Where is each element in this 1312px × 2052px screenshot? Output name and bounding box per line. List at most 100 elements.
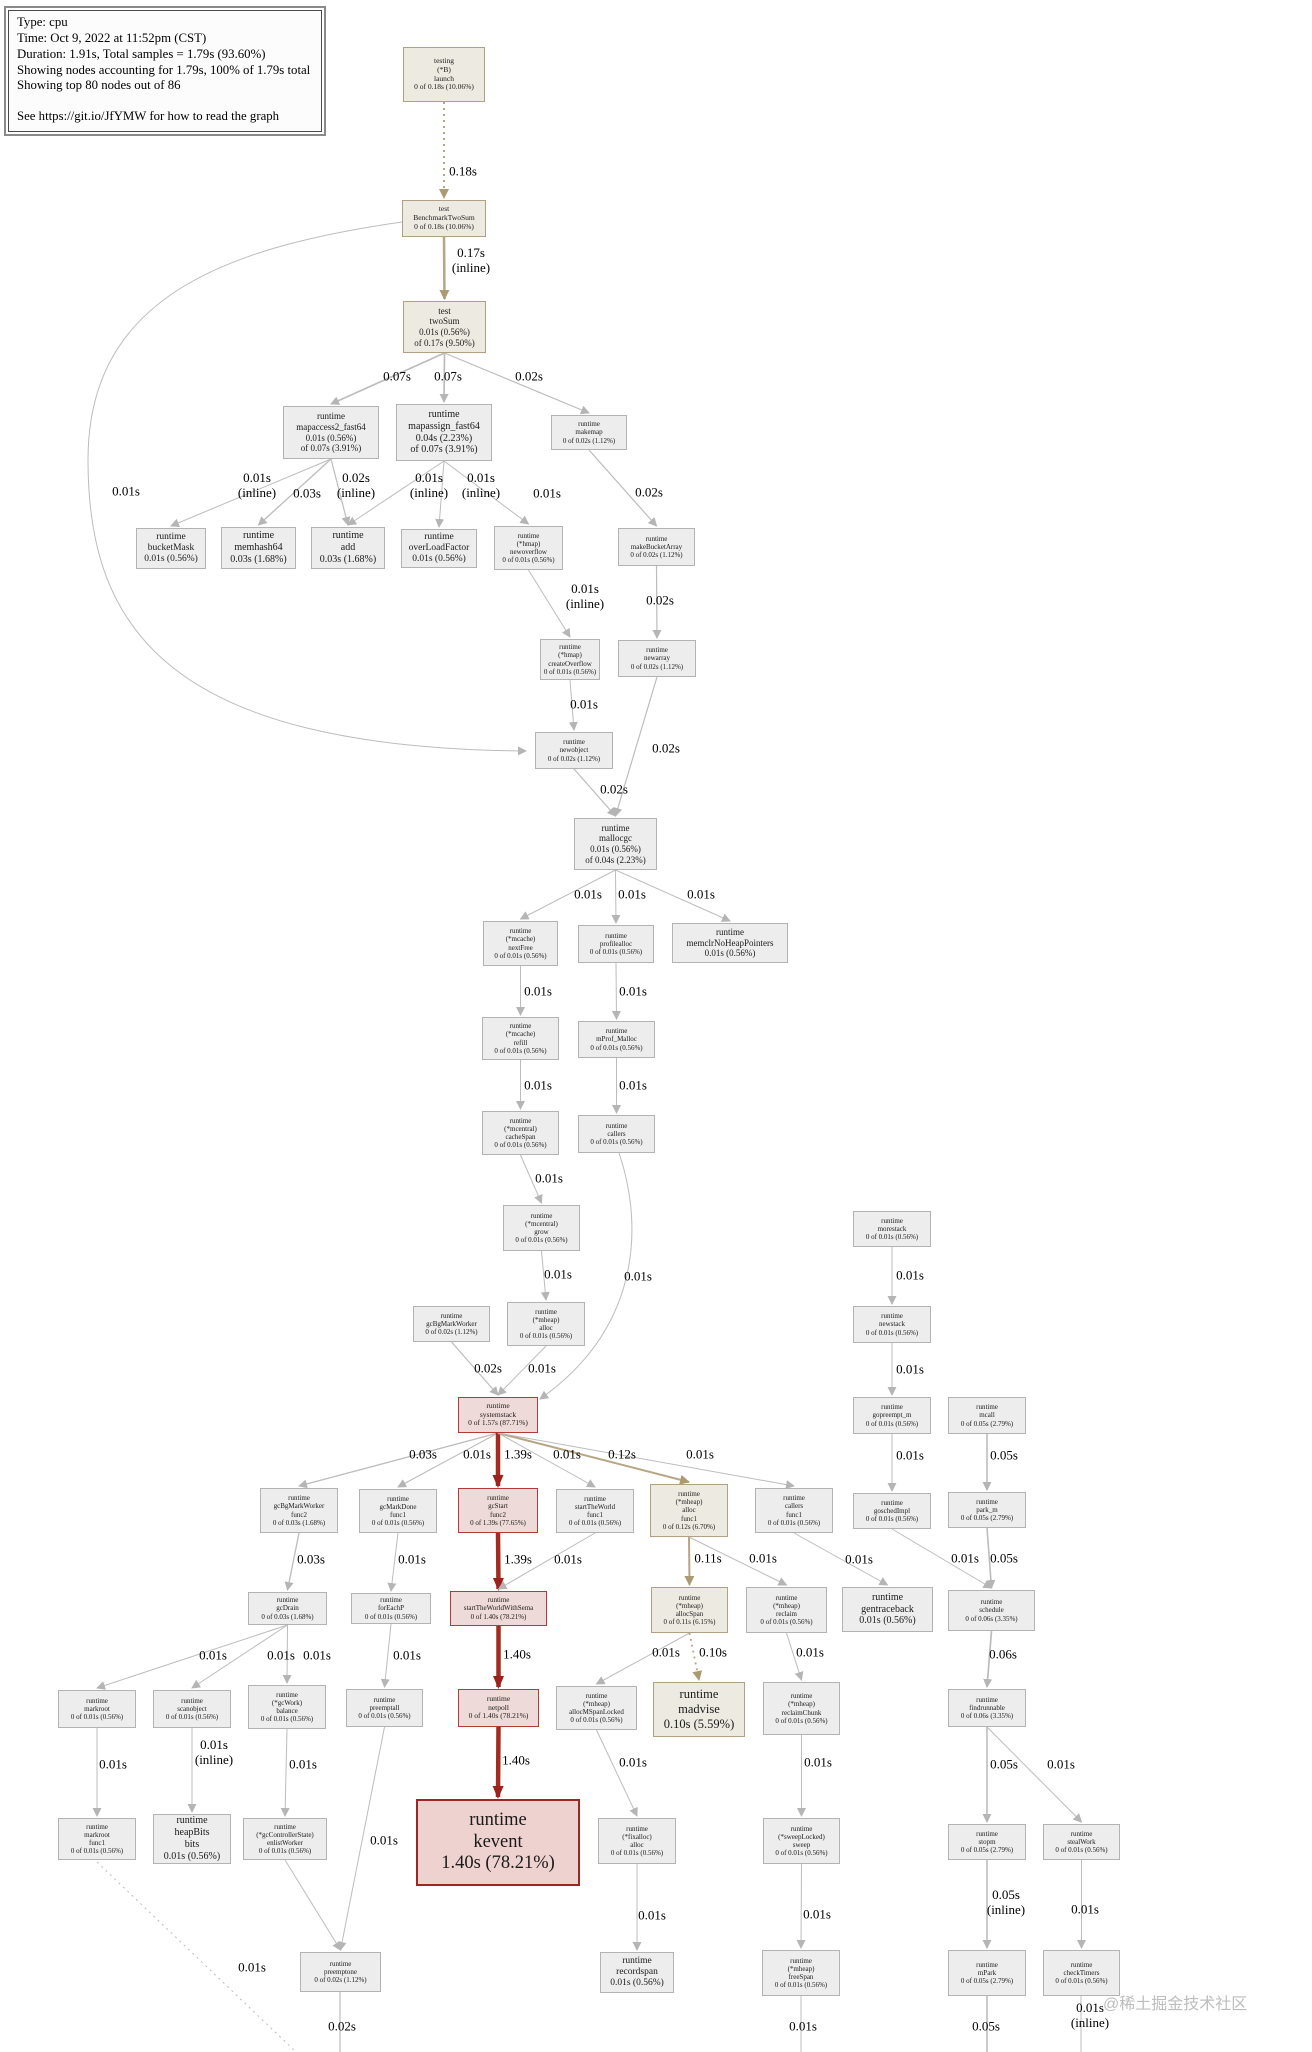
node-fixalloc[interactable]: runtime (*fixalloc) alloc 0 of 0.01s (0.56%…: [598, 1818, 676, 1864]
node-kevent[interactable]: runtime kevent 1.40s (78.21%): [416, 1799, 580, 1886]
node-label-line: runtime: [646, 646, 668, 655]
node-mprof[interactable]: runtime mProf_Malloc 0 of 0.01s (0.56%): [578, 1021, 655, 1058]
node-twosum[interactable]: test twoSum 0.01s (0.56%) of 0.17s (9.50%): [403, 301, 486, 353]
node-gentrace[interactable]: runtime gentraceback 0.01s (0.56%): [842, 1587, 933, 1632]
node-gcstart2[interactable]: runtime gcStart func2 0 of 1.39s (77.65%): [458, 1488, 538, 1533]
node-findrunnable[interactable]: runtime findrunnable 0 of 0.06s (3.35%): [948, 1689, 1026, 1727]
node-label-line: grow: [534, 1228, 549, 1236]
node-makemap[interactable]: runtime makemap 0 of 0.02s (1.12%): [551, 415, 627, 450]
node-label-line: (*hmap): [558, 651, 582, 660]
node-gcdrain[interactable]: runtime gcDrain 0 of 0.03s (1.68%): [248, 1592, 327, 1625]
node-label-line: callers: [607, 1129, 626, 1138]
node-heapbits[interactable]: runtime heapBits bits 0.01s (0.56%): [153, 1814, 231, 1864]
node-gcbgmw[interactable]: runtime gcBgMarkWorker 0 of 0.02s (1.12%): [413, 1306, 490, 1342]
node-gosched[interactable]: runtime goschedImpl 0 of 0.01s (0.56%): [853, 1493, 931, 1529]
node-mcall[interactable]: runtime mcall 0 of 0.05s (2.79%): [948, 1397, 1026, 1434]
node-grow[interactable]: runtime (*mcentral) grow 0 of 0.01s (0.56%): [503, 1205, 580, 1251]
node-balance[interactable]: runtime (*gcWork) balance 0 of 0.01s (0.56%…: [248, 1685, 326, 1729]
node-newobject[interactable]: runtime newobject 0 of 0.02s (1.12%): [535, 732, 613, 769]
edge-label: 0.01s: [303, 1648, 331, 1664]
node-preemptone[interactable]: runtime preemptone 0 of 0.02s (1.12%): [300, 1952, 381, 1992]
node-label-line: add: [340, 542, 356, 554]
node-label-line: 0.03s (1.68%): [230, 553, 287, 565]
node-markroot[interactable]: runtime markroot 0 of 0.01s (0.56%): [58, 1690, 136, 1728]
node-label-line: alloc: [630, 1841, 644, 1849]
node-memclr[interactable]: runtime memclrNoHeapPointers 0.01s (0.56%): [672, 923, 788, 963]
node-preemptall[interactable]: runtime preemptall 0 of 0.01s (0.56%): [346, 1689, 423, 1727]
edge-foreachp-to-preemptall: [380, 1623, 392, 1688]
node-mapaccess[interactable]: runtime mapaccess2_fast64 0.01s (0.56%) of …: [283, 406, 379, 459]
edge-label: 0.03s: [409, 1447, 437, 1463]
edge-label: 1.40s: [503, 1646, 531, 1663]
node-recordspan[interactable]: runtime recordspan 0.01s (0.56%): [600, 1952, 674, 1993]
node-label-line: runtime: [440, 1311, 463, 1320]
node-stopm[interactable]: runtime stopm 0 of 0.05s (2.79%): [948, 1824, 1026, 1860]
node-scanobject[interactable]: runtime scanobject 0 of 0.01s (0.56%): [153, 1690, 231, 1728]
node-makebucket[interactable]: runtime makeBucketArray 0 of 0.02s (1.12%): [618, 528, 695, 566]
node-madvise[interactable]: runtime madvise 0.10s (5.59%): [653, 1682, 745, 1737]
node-reclaimchunk[interactable]: runtime (*mheap) reclaimChunk 0 of 0.01s (0…: [763, 1682, 840, 1735]
node-launch[interactable]: testing (*B) launch 0 of 0.18s (10.06%): [403, 47, 485, 102]
node-bucketmask[interactable]: runtime bucketMask 0.01s (0.56%): [136, 528, 206, 569]
node-createovf[interactable]: runtime (*hmap) createOverflow 0 of 0.01s (…: [540, 639, 600, 680]
node-callersf1[interactable]: runtime callers func1 0 of 0.01s (0.56%): [755, 1488, 833, 1533]
node-callers[interactable]: runtime callers 0 of 0.01s (0.56%): [578, 1115, 655, 1153]
edge-gcdrain-to-markroot: [96, 1624, 288, 1690]
node-stw1[interactable]: runtime startTheWorld func1 0 of 0.01s (0.5…: [556, 1489, 634, 1533]
node-label-line: alloc: [539, 1324, 553, 1332]
edge-weight: 0.18s: [449, 163, 477, 179]
node-newarray[interactable]: runtime newarray 0 of 0.02s (1.12%): [618, 640, 696, 677]
node-nextfree[interactable]: runtime (*mcache) nextFree 0 of 0.01s (0.56…: [483, 921, 558, 966]
node-label-line: runtime: [517, 531, 540, 540]
node-gcmarkdone1[interactable]: runtime gcMarkDone func1 0 of 0.01s (0.56%): [359, 1489, 437, 1533]
node-systemstack[interactable]: runtime systemstack 0 of 1.57s (87.71%): [458, 1397, 538, 1433]
node-reclaim[interactable]: runtime (*mheap) reclaim 0 of 0.01s (0.56%): [746, 1587, 827, 1633]
node-mheapalloc[interactable]: runtime (*mheap) alloc 0 of 0.01s (0.56%): [507, 1302, 585, 1346]
edge-weight: 0.01s: [638, 1907, 666, 1923]
node-cachespan[interactable]: runtime (*mcentral) cacheSpan 0 of 0.01s (0…: [482, 1111, 559, 1155]
edge-sweep-to-freespan: [796, 1863, 806, 1949]
node-label-line: 0 of 0.05s (2.79%): [960, 1977, 1014, 1986]
node-label-line: runtime: [509, 927, 532, 935]
node-gopreempt[interactable]: runtime gopreempt_m 0 of 0.01s (0.56%): [853, 1397, 931, 1434]
edge-weight: 0.01s: [267, 1647, 295, 1663]
node-morestack[interactable]: runtime morestack 0 of 0.01s (0.56%): [853, 1211, 931, 1247]
node-stealwork[interactable]: runtime stealWork 0 of 0.01s (0.56%): [1043, 1824, 1120, 1860]
node-sweep[interactable]: runtime (*sweepLocked) sweep 0 of 0.01s (0.…: [763, 1818, 840, 1864]
node-checktimers[interactable]: runtime checkTimers 0 of 0.01s (0.56%): [1043, 1950, 1120, 1996]
edge-label: 0.01s: [1047, 1757, 1075, 1773]
node-allocmspan[interactable]: runtime (*mheap) allocMSpanLocked 0 of 0.01…: [556, 1686, 637, 1730]
node-mapassign[interactable]: runtime mapassign_fast64 0.04s (2.23%) of 0…: [396, 404, 492, 461]
node-mallocgc[interactable]: runtime mallocgc 0.01s (0.56%) of 0.04s (2.…: [574, 818, 657, 870]
node-enlist[interactable]: runtime (*gcControllerState) enlistWorker 0…: [243, 1818, 327, 1860]
node-label-line: mallocgc: [599, 833, 632, 844]
node-freespan[interactable]: runtime (*mheap) freeSpan 0 of 0.01s (0.56%…: [762, 1950, 840, 1996]
node-label-line: callers: [784, 1502, 804, 1511]
node-allocf1[interactable]: runtime (*mheap) alloc func1 0 of 0.12s (6.7…: [650, 1484, 728, 1537]
node-add[interactable]: runtime add 0.03s (1.68%): [311, 527, 385, 569]
node-markrootf1[interactable]: runtime markroot func1 0 of 0.01s (0.56%): [58, 1818, 136, 1860]
edge-reclaim-to-reclaimchunk: [786, 1632, 804, 1681]
node-parkm[interactable]: runtime park_m 0 of 0.05s (2.79%): [948, 1492, 1026, 1528]
node-refill[interactable]: runtime (*mcache) refill 0 of 0.01s (0.56%): [482, 1017, 559, 1060]
node-allocspan[interactable]: runtime (*mheap) allocSpan 0 of 0.11s (6.15…: [651, 1587, 728, 1633]
edge-weight: 1.40s: [503, 1646, 531, 1662]
edge-label: 0.01s: [289, 1757, 317, 1773]
edge-label: 0.01s: [570, 697, 598, 713]
edge-label: 0.01s: [524, 984, 552, 1000]
node-stwsema[interactable]: runtime startTheWorldWithSema 0 of 1.40s (…: [450, 1591, 547, 1626]
node-bench[interactable]: test BenchmarkTwoSum 0 of 0.18s (10.06%): [402, 200, 486, 237]
node-overload[interactable]: runtime overLoadFactor 0.01s (0.56%): [401, 529, 477, 568]
node-mpark[interactable]: runtime mPark 0 of 0.05s (2.79%): [948, 1950, 1026, 1996]
node-label-line: 0 of 0.01s (0.56%): [371, 1519, 425, 1528]
node-foreachp[interactable]: runtime forEachP 0 of 0.01s (0.56%): [351, 1593, 431, 1624]
edge-balance-to-enlist: [280, 1728, 290, 1817]
edge-label: 0.02s: [652, 741, 680, 757]
node-newstack[interactable]: runtime newstack 0 of 0.01s (0.56%): [853, 1306, 931, 1343]
node-schedule[interactable]: runtime schedule 0 of 0.06s (3.35%): [948, 1590, 1035, 1631]
node-profilealloc[interactable]: runtime profilealloc 0 of 0.01s (0.56%): [578, 925, 654, 963]
node-newoverflow[interactable]: runtime (*hmap) newoverflow 0 of 0.01s (0.5…: [494, 526, 563, 570]
node-gcbgmw2[interactable]: runtime gcBgMarkWorker func2 0 of 0.03s (1.…: [260, 1488, 338, 1533]
node-memhash[interactable]: runtime memhash64 0.03s (1.68%): [221, 527, 296, 569]
node-netpoll[interactable]: runtime netpoll 0 of 1.40s (78.21%): [458, 1689, 539, 1727]
